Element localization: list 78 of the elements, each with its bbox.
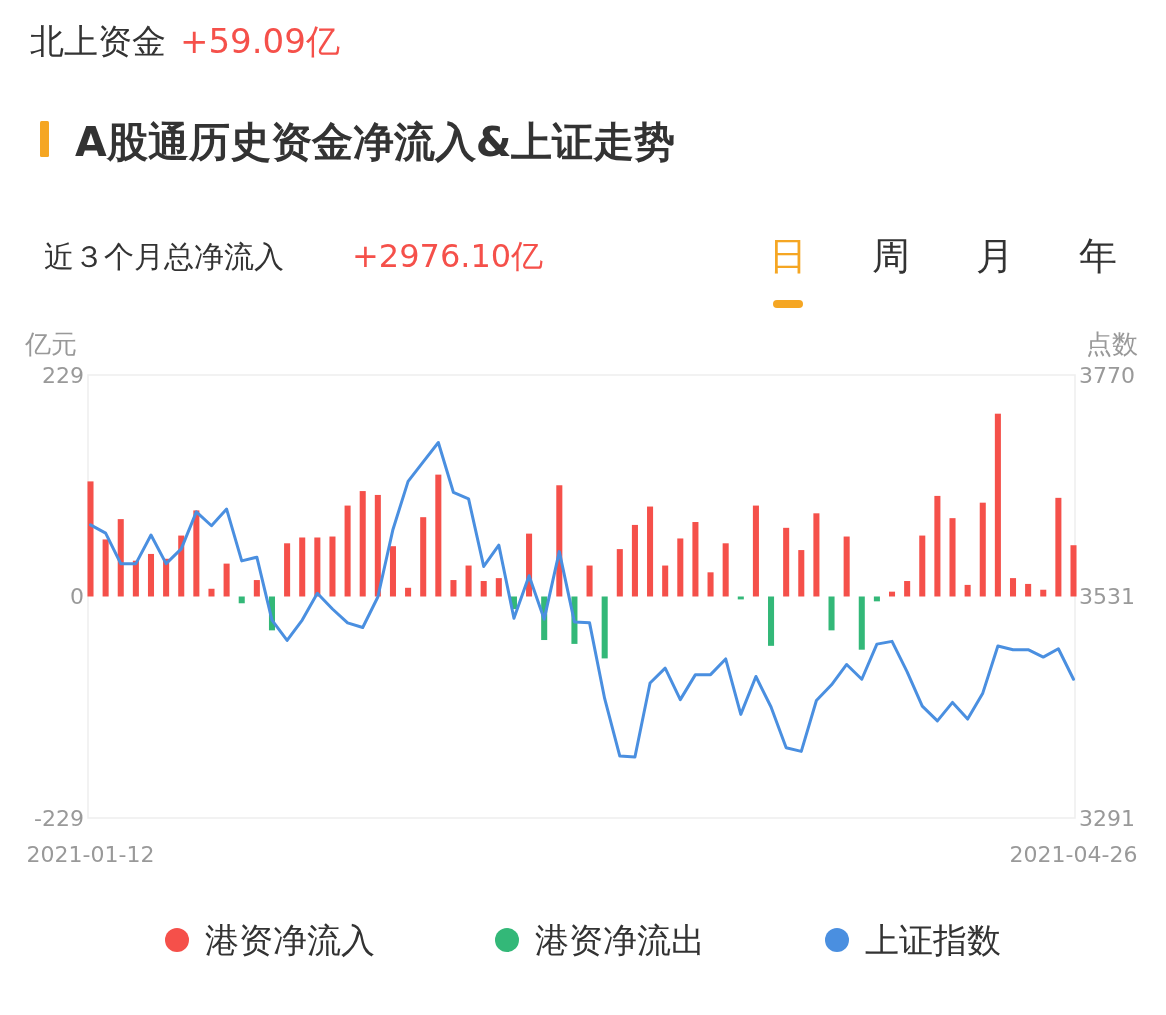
bar <box>1070 545 1077 597</box>
bar <box>117 519 124 597</box>
bar <box>208 588 215 597</box>
y-axis-title: 亿元 <box>24 329 77 359</box>
bar <box>359 491 366 597</box>
bar <box>344 505 351 597</box>
x-tick-label: 2021-01-12 <box>26 842 155 867</box>
chart-title: A股通历史资金净流入&上证走势 <box>75 118 676 166</box>
bar <box>284 543 291 597</box>
bar <box>420 517 427 597</box>
bar <box>465 565 472 597</box>
bar <box>647 506 654 597</box>
bar <box>768 596 775 646</box>
bar <box>798 550 805 597</box>
bar <box>329 536 336 597</box>
bar <box>1055 497 1062 597</box>
bar <box>828 596 835 631</box>
bar <box>889 591 896 597</box>
line-series <box>89 441 1075 759</box>
bar <box>1009 578 1017 597</box>
bar <box>253 580 260 597</box>
bar <box>979 502 986 597</box>
text: 周 <box>872 234 910 278</box>
bar <box>405 587 412 597</box>
bar <box>495 578 502 597</box>
bar <box>964 584 971 597</box>
bar <box>692 522 699 597</box>
text: 北上资金 <box>30 21 166 61</box>
bar <box>314 537 321 597</box>
bar <box>193 510 200 597</box>
bar <box>616 549 623 597</box>
bar <box>223 563 230 597</box>
text: 月 <box>976 234 1014 278</box>
bar <box>934 495 941 597</box>
bar <box>904 581 911 597</box>
bar <box>299 537 306 597</box>
bar <box>374 494 381 597</box>
bar <box>586 565 593 597</box>
bar <box>919 535 926 597</box>
text: +2976.10亿 <box>352 237 544 275</box>
y2-axis-title: 点数 <box>1086 329 1138 359</box>
bar <box>631 524 638 597</box>
bar <box>601 596 608 659</box>
x-tick-label: 2021-04-26 <box>1009 842 1138 867</box>
bar <box>752 505 759 597</box>
text: 日 <box>769 234 807 278</box>
bar <box>450 580 457 597</box>
bar <box>707 572 714 597</box>
bar <box>722 543 729 597</box>
text: 年 <box>1079 234 1117 278</box>
y-tick-label: 0 <box>70 584 84 609</box>
legend-label: 港资净流入 <box>205 920 375 960</box>
bar <box>389 546 396 597</box>
y2-tick-label: 3531 <box>1079 583 1135 609</box>
text: 近３个月总净流入 <box>44 239 284 274</box>
legend-label: 港资净流出 <box>535 920 705 960</box>
bar <box>147 553 155 597</box>
y2-tick-label: 3291 <box>1079 805 1135 831</box>
bar <box>132 560 139 597</box>
y-tick-label: 229 <box>42 362 84 388</box>
bar <box>813 513 820 597</box>
bar <box>435 474 442 597</box>
y2-tick-label: 3770 <box>1079 362 1135 388</box>
bar <box>87 481 94 597</box>
bar <box>677 538 684 597</box>
bar <box>994 413 1001 597</box>
bar <box>858 596 865 650</box>
text: +59.09亿 <box>180 21 340 61</box>
bar <box>102 539 109 597</box>
bar <box>949 518 956 597</box>
bar <box>662 565 669 597</box>
bar <box>843 536 850 597</box>
bar <box>783 527 790 597</box>
bar <box>1025 583 1032 597</box>
legend-label: 上证指数 <box>865 920 1001 960</box>
bar <box>1040 589 1047 597</box>
bar <box>480 581 487 597</box>
y-tick-label: -229 <box>34 805 84 831</box>
